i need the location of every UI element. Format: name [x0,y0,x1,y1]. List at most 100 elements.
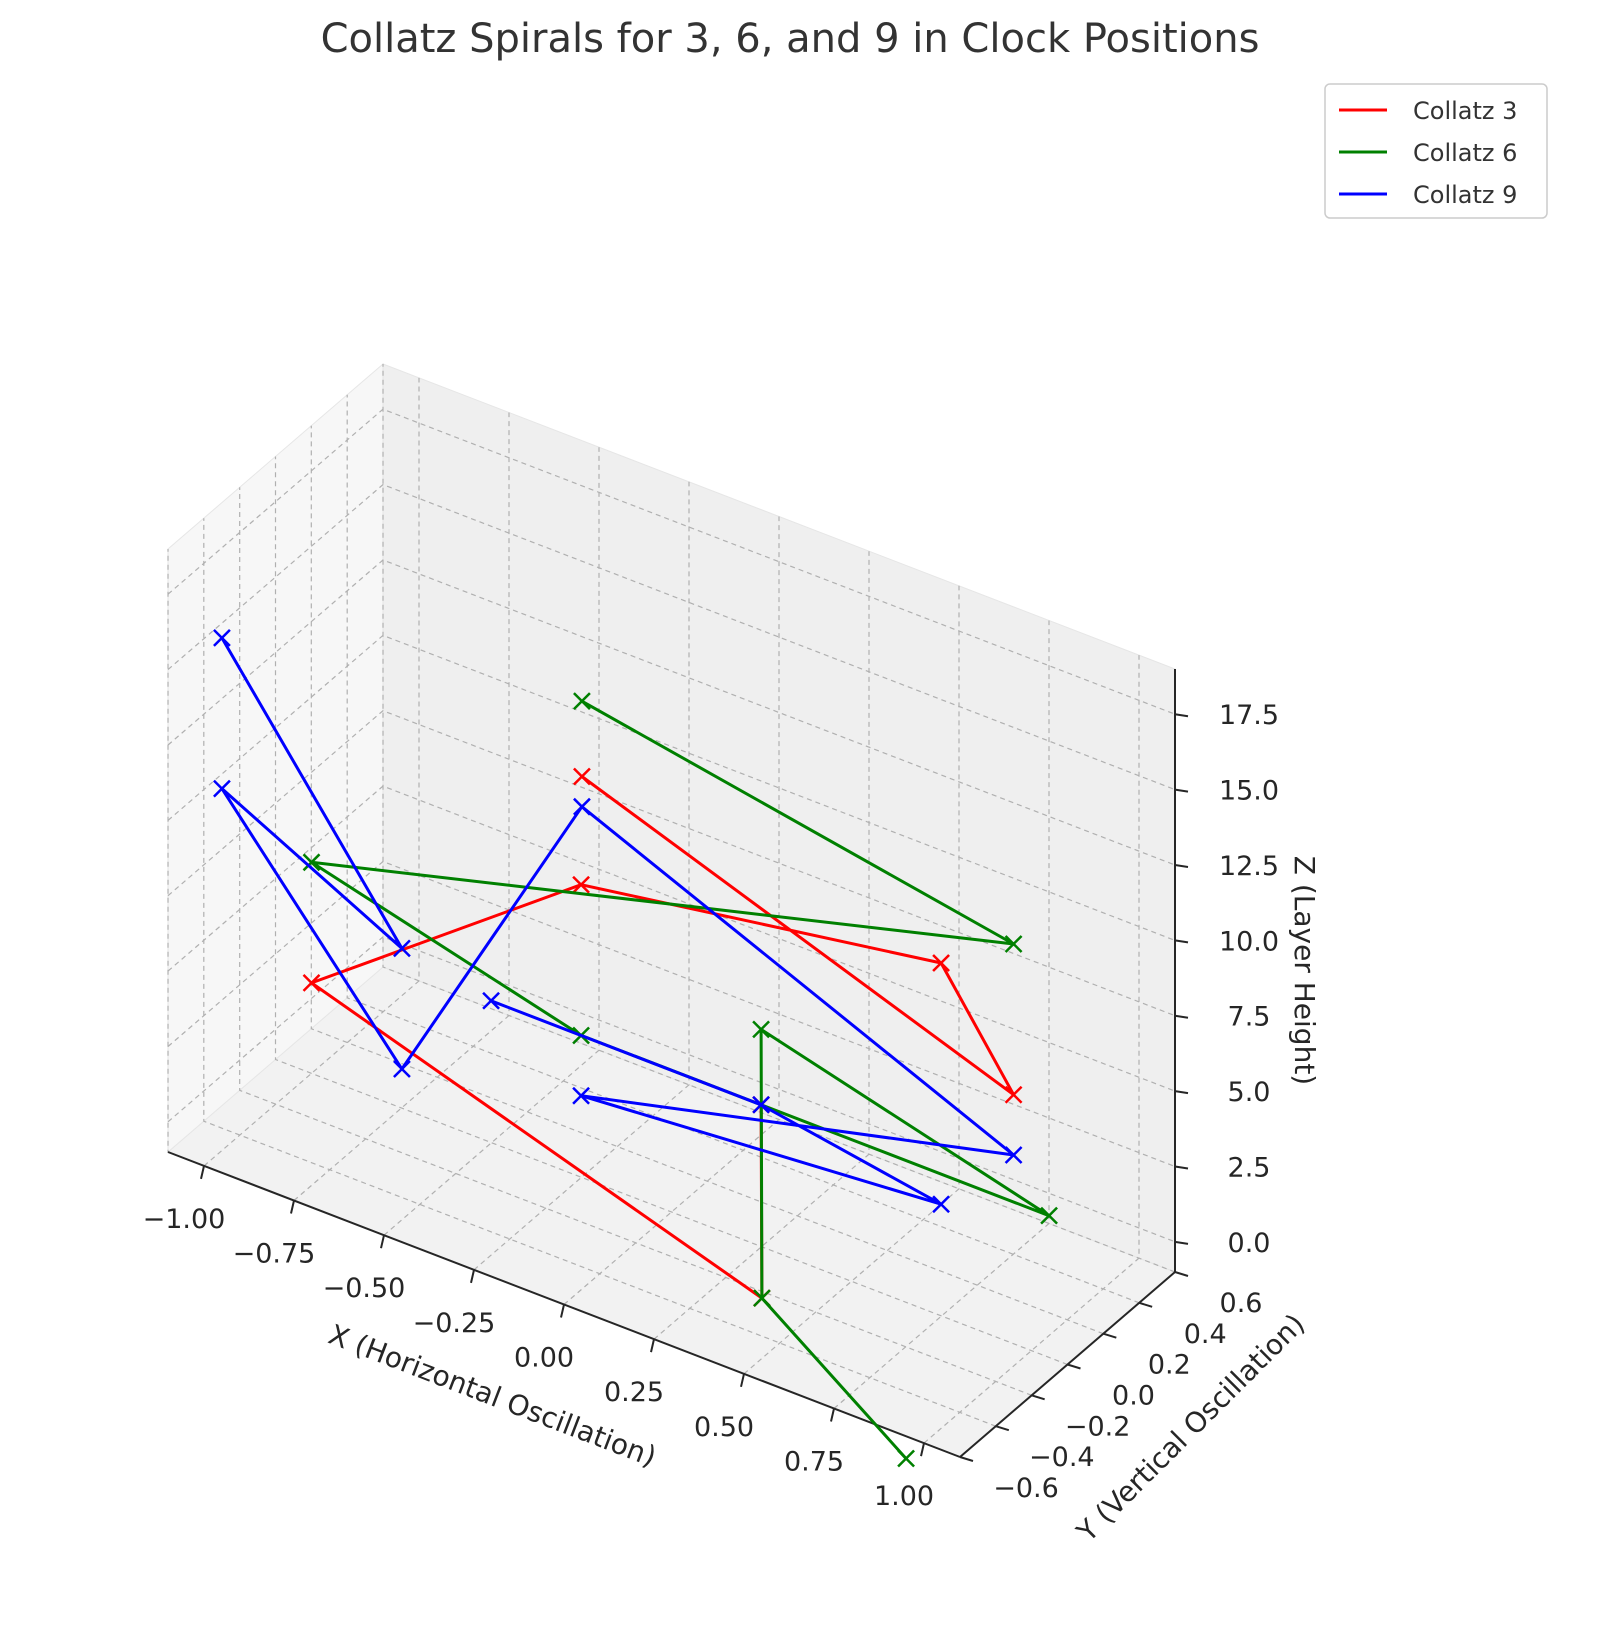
marker-stroke [1040,1206,1058,1225]
data-point-marker [393,939,411,958]
z-grid-line [167,483,1176,791]
y-tick-label: 0.2 [1148,1350,1191,1381]
marker-stroke [393,1060,411,1078]
y-tick-label: −0.6 [993,1473,1059,1504]
z-tick-mark [1174,863,1189,868]
y-grid-line [346,394,1140,1304]
x-tick-label: −0.75 [233,1239,316,1270]
y-tick-label: 0.6 [1220,1288,1263,1319]
z-tick-label: 12.5 [1219,851,1279,882]
marker-stroke [572,1086,590,1105]
x-tick-label: 0.25 [604,1377,664,1408]
data-point-marker [1040,1206,1058,1225]
z-tick-label: 7.5 [1228,1002,1271,1033]
x-tick-label: −0.25 [413,1308,496,1339]
marker-stroke [573,767,591,786]
x-tick-label: 0.50 [694,1412,754,1443]
marker-stroke [897,1449,915,1468]
y-tick-mark [1067,1363,1081,1370]
legend-label: Collatz 6 [1413,139,1517,167]
x-grid-line [743,585,960,1375]
data-point-marker [932,954,950,972]
z-tick-label: 5.0 [1228,1077,1271,1108]
z-axis-label: Z (Layer Height) [1288,856,1321,1085]
marker-stroke [393,939,411,958]
legend-label: Collatz 9 [1413,181,1517,209]
data-point-marker [573,692,591,711]
marker-stroke [753,1289,771,1307]
y-tick-label: 0.0 [1112,1381,1155,1412]
y-grid-line [203,518,997,1427]
marker-stroke [573,797,591,816]
data-point-marker [1004,1085,1023,1104]
data-point-marker [572,875,590,894]
marker-stroke [932,1195,950,1214]
y-tick-mark [1031,1394,1045,1401]
data-point-marker [1004,1146,1023,1164]
data-point-marker [573,767,591,786]
data-point-marker [752,1095,770,1114]
z-grid-line [167,634,1176,941]
x-tick-label: 1.00 [874,1481,934,1512]
z-grid-line [167,710,1176,1017]
marker-stroke [752,1095,770,1114]
series-line [220,637,1016,1206]
z-grid-line [167,559,1176,866]
y-tick-mark [1103,1332,1117,1339]
x-grid-line [473,481,690,1271]
z-tick-label: 10.0 [1219,926,1279,957]
marker-stroke [932,954,950,972]
data-point-marker [302,853,321,872]
y-tick-mark [1174,1271,1189,1277]
x-tick-mark [470,1269,475,1284]
z-tick-label: 2.5 [1228,1152,1271,1183]
data-point-marker [393,1060,411,1078]
series-2 [302,692,1058,1468]
z-grid-line [167,408,1176,715]
marker-stroke [1004,1146,1023,1164]
legend: Collatz 3 Collatz 6 Collatz 9 [1324,83,1548,219]
z-tick-mark [1174,1165,1189,1170]
data-point-marker [752,1020,770,1039]
series-3 [213,629,1023,1214]
marker-stroke [1004,1085,1023,1104]
y-tick-label: −0.2 [1065,1411,1131,1442]
y-tick-label: 0.4 [1184,1319,1227,1350]
marker-stroke [213,779,231,798]
z-grid-line [167,860,1176,1168]
x-tick-mark [920,1442,925,1457]
data-point-marker [482,991,500,1010]
y-tick-mark [995,1425,1010,1432]
legend-label: Collatz 3 [1413,97,1517,125]
x-tick-mark [200,1165,205,1180]
z-tick-label: 17.5 [1219,700,1279,731]
z-tick-mark [1174,939,1189,944]
x-tick-mark [560,1304,565,1318]
z-tick-mark [1174,713,1189,718]
y-grid-line [274,456,1068,1366]
y-tick-label: −0.4 [1029,1442,1095,1473]
chart-title: Collatz Spirals for 3, 6, and 9 in Clock… [321,16,1260,62]
marker-stroke [302,853,321,872]
marker-stroke [482,991,500,1010]
x-tick-mark [740,1373,745,1388]
x-tick-label: 0.75 [784,1446,844,1477]
axis-ticks: −1.00−0.75−0.50−0.25 0.00 0.25 0.50 0.75 1.00… [143,700,1279,1512]
marker-stroke [1004,935,1023,953]
z-tick-label: 0.0 [1228,1228,1271,1259]
z-tick-mark [1174,1014,1189,1019]
marker-stroke [302,974,321,992]
marker-stroke [752,1020,770,1039]
data-point-marker [302,974,321,992]
x-tick-label: −1.00 [143,1204,226,1235]
x-tick-mark [380,1234,385,1249]
data-point-marker [213,629,231,647]
marker-stroke [573,692,591,711]
marker-stroke [213,629,231,647]
z-tick-mark [1174,1090,1189,1095]
data-point-marker [213,779,231,798]
y-tick-mark [1138,1301,1153,1308]
z-tick-mark [1174,1240,1189,1245]
x-grid-line [383,447,600,1236]
marker-stroke [572,875,590,894]
